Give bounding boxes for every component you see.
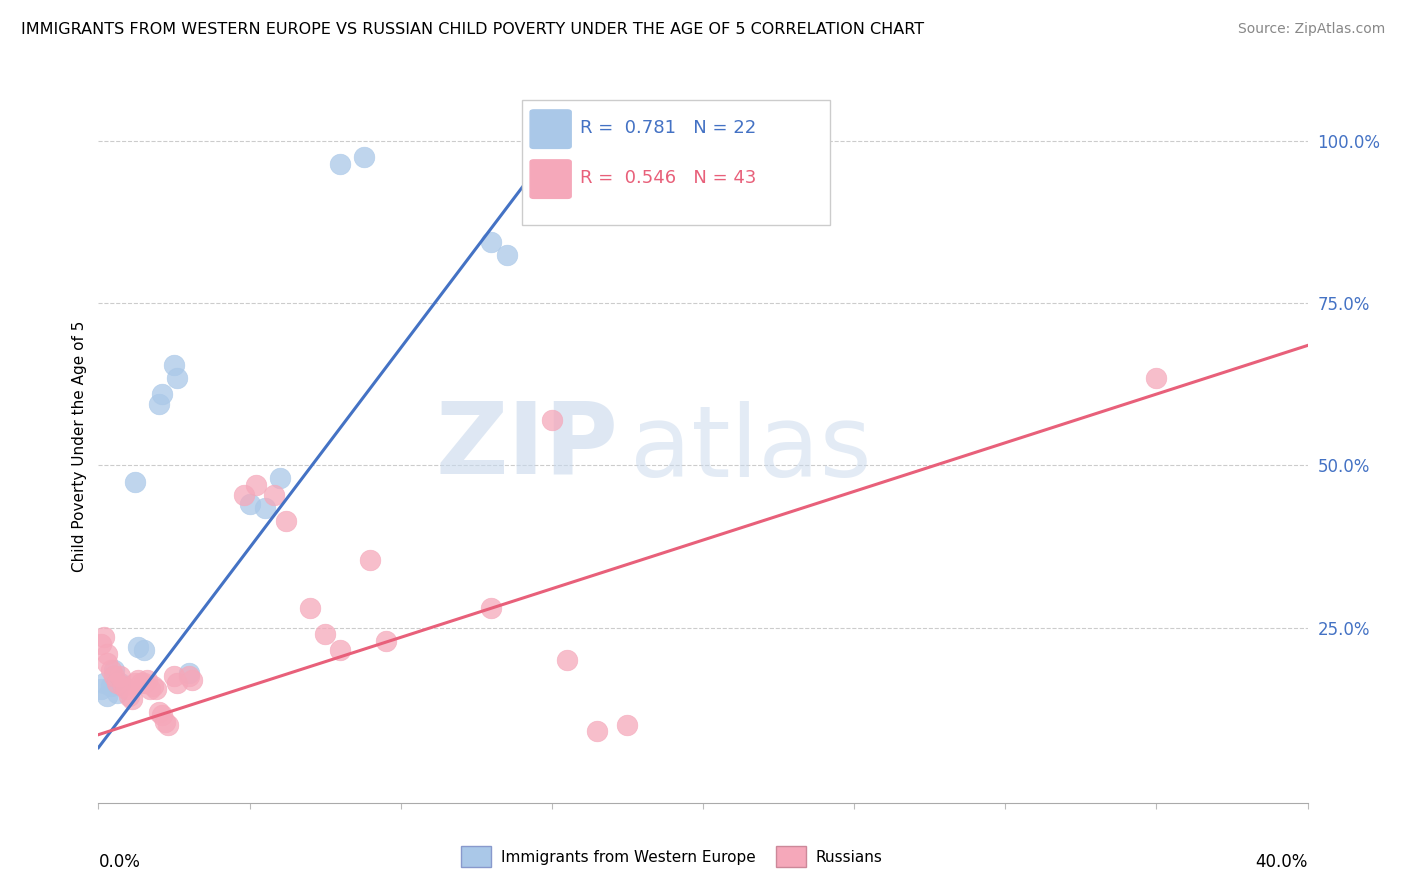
Point [132, 675, 155, 690]
Point [374, 633, 396, 648]
Point [239, 497, 262, 511]
Point [274, 514, 297, 528]
Text: R =  0.781   N = 22: R = 0.781 N = 22 [579, 120, 756, 137]
Point [118, 689, 141, 703]
Point [114, 682, 136, 697]
Point [148, 397, 170, 411]
FancyBboxPatch shape [530, 110, 571, 148]
Point [150, 708, 173, 723]
Point [353, 150, 375, 164]
Point [135, 673, 157, 687]
Point [93, 631, 115, 645]
Point [124, 475, 146, 489]
Point [586, 724, 609, 739]
Y-axis label: Child Poverty Under the Age of 5: Child Poverty Under the Age of 5 [72, 320, 87, 572]
Point [245, 478, 267, 492]
Point [166, 371, 188, 385]
Bar [461, 846, 492, 867]
Point [555, 653, 578, 667]
Point [148, 705, 170, 719]
Point [179, 666, 201, 681]
Point [105, 675, 128, 690]
Point [90, 682, 112, 697]
Point [93, 675, 115, 690]
Point [540, 413, 562, 427]
Point [166, 675, 188, 690]
Text: atlas: atlas [630, 401, 872, 498]
Text: Immigrants from Western Europe: Immigrants from Western Europe [501, 850, 756, 865]
Point [299, 601, 322, 615]
Text: Russians: Russians [815, 850, 883, 865]
Point [124, 675, 146, 690]
Point [90, 637, 112, 651]
Point [142, 679, 165, 693]
Point [163, 669, 186, 683]
Text: R =  0.546   N = 43: R = 0.546 N = 43 [579, 169, 756, 187]
Text: 40.0%: 40.0% [1256, 853, 1308, 871]
FancyBboxPatch shape [530, 160, 571, 198]
Point [232, 488, 254, 502]
Point [103, 669, 125, 683]
Point [314, 627, 336, 641]
Point [96, 657, 118, 671]
Point [129, 675, 152, 690]
Point [150, 387, 173, 401]
Point [108, 675, 131, 690]
Point [96, 647, 118, 661]
Point [127, 640, 149, 654]
Point [163, 358, 186, 372]
Point [179, 669, 201, 683]
Point [269, 471, 291, 485]
Point [121, 692, 143, 706]
Point [329, 157, 352, 171]
Point [360, 552, 382, 566]
Point [495, 247, 517, 261]
Point [481, 235, 503, 249]
Point [145, 682, 167, 697]
Point [156, 718, 179, 732]
Point [181, 673, 204, 687]
Point [253, 500, 276, 515]
Text: Source: ZipAtlas.com: Source: ZipAtlas.com [1237, 22, 1385, 37]
Text: IMMIGRANTS FROM WESTERN EUROPE VS RUSSIAN CHILD POVERTY UNDER THE AGE OF 5 CORRE: IMMIGRANTS FROM WESTERN EUROPE VS RUSSIA… [21, 22, 924, 37]
Point [132, 643, 155, 657]
Text: 0.0%: 0.0% [98, 853, 141, 871]
Point [263, 488, 285, 502]
Point [1144, 371, 1167, 385]
Point [108, 669, 131, 683]
Point [481, 601, 503, 615]
Point [96, 689, 118, 703]
Point [105, 685, 128, 699]
Point [139, 682, 162, 697]
Point [127, 673, 149, 687]
FancyBboxPatch shape [522, 100, 830, 225]
Point [329, 643, 352, 657]
Point [616, 718, 638, 732]
Point [100, 663, 122, 677]
Point [103, 663, 125, 677]
Point [111, 679, 134, 693]
Point [153, 714, 176, 729]
Point [100, 679, 122, 693]
Bar [776, 846, 806, 867]
Text: ZIP: ZIP [436, 398, 619, 494]
